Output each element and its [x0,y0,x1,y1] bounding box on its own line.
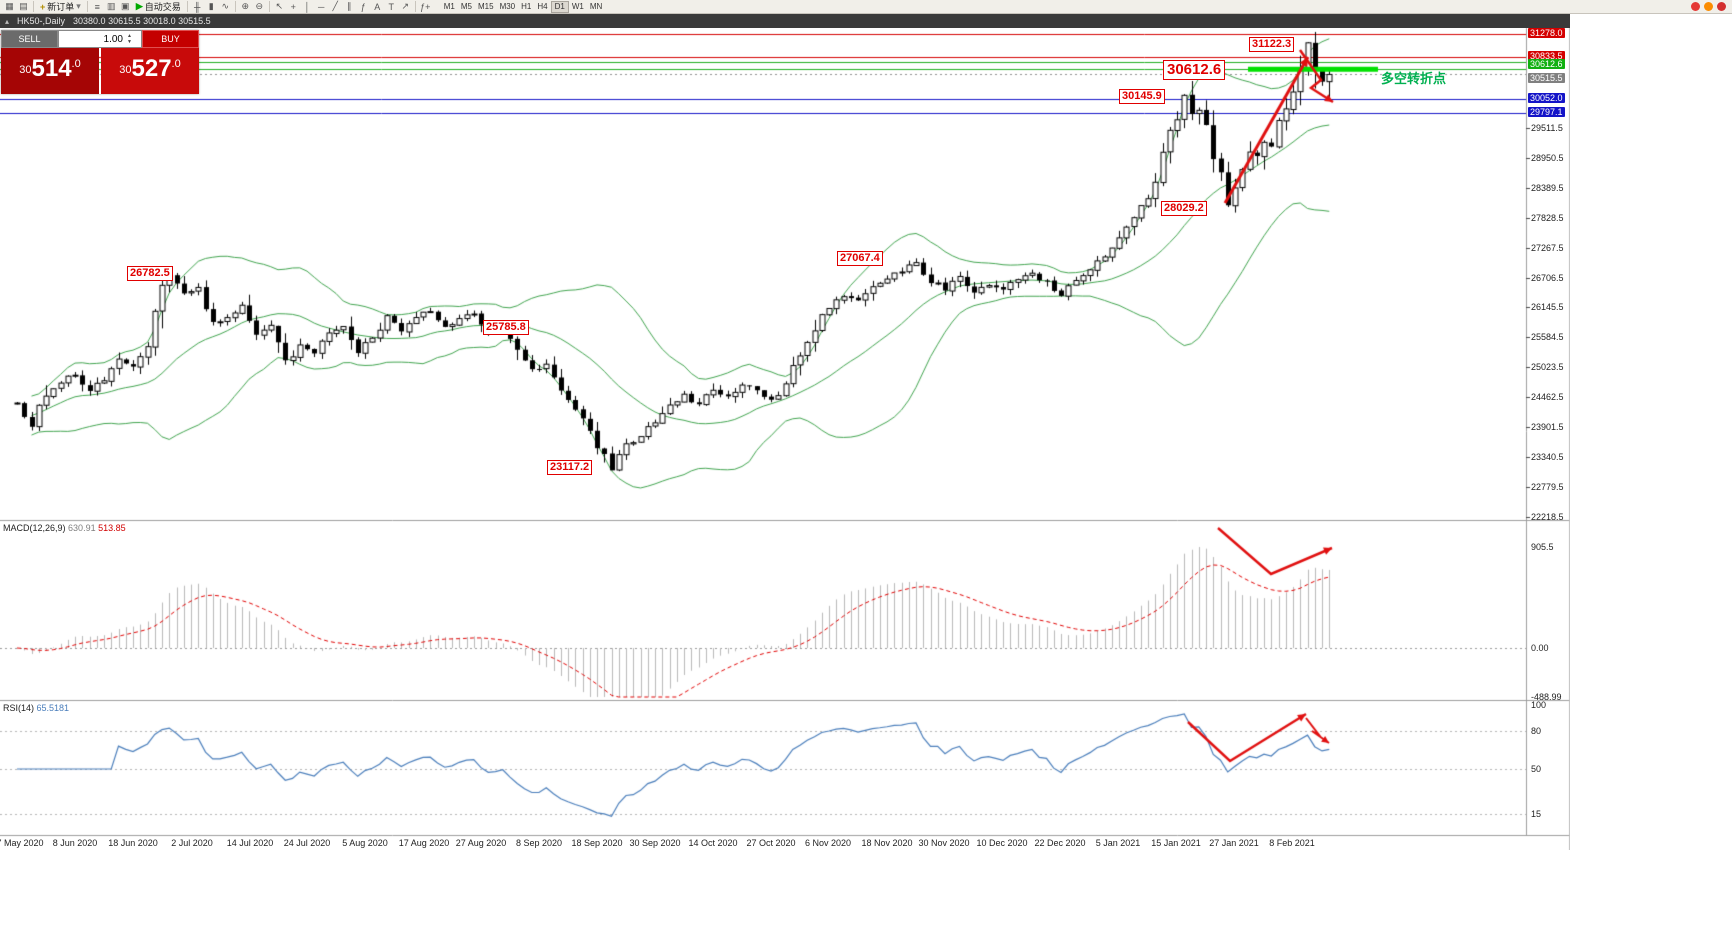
trendline-icon[interactable]: ╱ [332,1,338,11]
sell-price-suffix: .0 [71,58,81,70]
toolbar-separator [186,1,188,12]
buy-price-prefix: 30 [119,64,132,76]
timeframe-m30-button[interactable]: M30 [499,1,516,11]
volume-stepper[interactable]: ▲ ▼ [125,33,134,45]
buy-price-suffix: .0 [171,58,181,70]
timeframe-m1-button[interactable]: M1 [443,1,455,11]
trade-panel-controls: SELL ▲ ▼ BUY [1,30,199,48]
timeframe-h4-button[interactable]: H4 [537,1,548,11]
timeframe-mn-button[interactable]: MN [589,1,603,11]
community-icon[interactable] [1691,2,1700,11]
candlestick-chart-icon[interactable]: ▮ [208,1,214,11]
sell-price-big: 514 [31,55,72,82]
expand-arrow-icon[interactable]: ▴ [5,16,10,26]
timeframe-w1-button[interactable]: W1 [571,1,584,11]
main-toolbar: ▦ ▤ + 新订单 ▾ ≡ ▥ ▣ ▶ 自动交易 ╫ ▮ ∿ ⊕ ⊖ ↖ + │ ─ ╱ ∥ ƒ A T ↗ ƒ+ M1 M5 M15 M… [0,0,1732,14]
auto-trading-button[interactable]: ▶ 自动交易 [133,1,184,13]
timeframe-group: M1 M5 M15 M30 H1 H4 D1 W1 MN [441,0,606,13]
stepper-down-icon[interactable]: ▼ [127,39,132,45]
toolbar-separator [33,1,34,12]
buy-price-big: 527 [131,55,172,82]
new-chart-icon[interactable]: ▦ [5,1,14,11]
timeframe-m15-button[interactable]: M15 [478,1,494,11]
volume-input[interactable] [59,33,125,45]
new-order-button-label: 新订单 [47,2,75,12]
sell-button[interactable]: SELL [1,30,58,48]
toolbar-separator [414,1,416,12]
navigator-icon[interactable]: ▣ [121,1,130,11]
crosshair-icon[interactable]: + [290,1,296,12]
chart-profiles-icon[interactable]: ▤ [19,1,28,11]
zoom-out-icon[interactable]: ⊖ [255,1,264,11]
zoom-in-icon[interactable]: ⊕ [241,1,250,11]
horizontal-line-icon[interactable]: ─ [318,1,325,12]
chevron-down-icon: ▾ [76,1,81,11]
sell-price-prefix: 30 [19,64,32,76]
new-order-icon: + [40,1,46,12]
toolbar-separator [86,1,88,12]
new-order-button[interactable]: + 新订单 ▾ [37,1,84,13]
text-label-icon[interactable]: T [388,1,395,12]
chart-title: HK50-,Daily [17,16,66,26]
timeframe-d1-button[interactable]: D1 [550,0,569,13]
indicators-icon[interactable]: ƒ+ [420,1,431,12]
auto-trading-button-label: 自动交易 [144,2,181,12]
buy-button[interactable]: BUY [142,30,199,48]
vertical-line-icon[interactable]: │ [304,1,311,12]
trade-panel-prices: 30 514.0 30 527.0 [1,48,199,94]
timeframe-h1-button[interactable]: H1 [521,1,532,11]
timeframe-m5-button[interactable]: M5 [460,1,472,11]
fibonacci-icon[interactable]: ƒ [360,1,366,12]
chart-title-bar[interactable]: ▴ HK50-,Daily 30380.0 30615.5 30018.0 30… [0,14,1570,28]
arrow-tools-icon[interactable]: ↗ [401,1,410,11]
buy-price-display[interactable]: 30 527.0 [101,48,199,94]
market-watch-icon[interactable]: ≡ [94,1,100,12]
chart-ohlc: 30380.0 30615.5 30018.0 30515.5 [73,16,211,26]
stepper-up-icon[interactable]: ▲ [127,33,132,39]
play-icon: ▶ [135,1,143,11]
channel-icon[interactable]: ∥ [347,1,352,11]
cursor-icon[interactable]: ↖ [275,1,284,11]
sell-price-display[interactable]: 30 514.0 [1,48,99,94]
price-chart-canvas[interactable] [0,0,1570,850]
toolbar-separator [234,1,236,12]
bar-chart-icon[interactable]: ╫ [194,1,201,12]
text-icon[interactable]: A [374,1,381,12]
volume-field: ▲ ▼ [58,30,142,48]
alerts-icon[interactable] [1704,2,1713,11]
line-chart-icon[interactable]: ∿ [221,1,230,11]
toolbar-separator [268,1,270,12]
news-icon[interactable] [1717,2,1726,11]
data-window-icon[interactable]: ▥ [107,1,116,11]
